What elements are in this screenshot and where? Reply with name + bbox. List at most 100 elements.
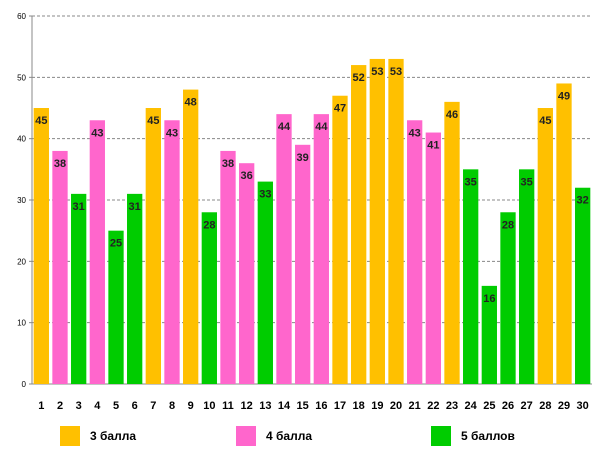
x-tick-label: 24: [465, 400, 478, 412]
x-tick-labels: 1 2 3 4 5 6 7 8 9 10 11 12 13 14 15 16 17 18 19 20 21 22 23 24 2…: [38, 400, 589, 412]
data-label: 39: [297, 152, 309, 164]
bar: [519, 169, 535, 384]
x-tick-label: 9: [188, 400, 194, 412]
data-label: 53: [390, 66, 402, 78]
x-tick-label: 16: [315, 400, 327, 412]
legend-item-5: 5 баллов: [431, 426, 515, 446]
y-tick-label: 50: [17, 73, 26, 82]
x-tick-label: 20: [390, 400, 402, 412]
data-label: 53: [371, 66, 383, 78]
data-label: 47: [334, 103, 346, 115]
data-label: 31: [129, 201, 141, 213]
bar: [89, 120, 105, 385]
legend-item-4: 4 балла: [236, 426, 312, 446]
data-label: 28: [203, 219, 215, 231]
x-tick-label: 10: [203, 400, 215, 412]
x-tick-label: 13: [259, 400, 271, 412]
data-label: 43: [409, 127, 421, 139]
bar: [201, 212, 217, 384]
x-tick-label: 30: [577, 400, 589, 412]
bar: [332, 95, 348, 384]
data-label: 44: [315, 121, 328, 133]
x-tick-label: 23: [446, 400, 458, 412]
bar: [71, 193, 87, 384]
bar: [444, 101, 460, 384]
bar: [108, 230, 124, 384]
data-label: 46: [446, 109, 458, 121]
data-label: 45: [147, 115, 159, 127]
data-label: 35: [465, 176, 477, 188]
bar: [481, 285, 497, 384]
data-labels: 45 38 31 43 25 31 45 43 48 28 38 36 33 44 39 44 47 52 53 53…: [35, 66, 589, 305]
legend-label-5: 5 баллов: [461, 429, 515, 443]
x-tick-label: 22: [427, 400, 439, 412]
data-label: 36: [241, 170, 253, 182]
x-tick-label: 6: [132, 400, 138, 412]
legend-item-3: 3 балла: [60, 426, 136, 446]
data-label: 38: [222, 158, 234, 170]
data-label: 38: [54, 158, 66, 170]
data-label: 33: [259, 189, 271, 201]
data-label: 48: [185, 97, 197, 109]
legend-swatch-4: [236, 426, 256, 446]
x-tick-label: 26: [502, 400, 514, 412]
y-tick-label: 20: [17, 257, 26, 266]
bar: [145, 108, 161, 384]
x-tick-label: 4: [94, 400, 101, 412]
x-tick-label: 3: [76, 400, 82, 412]
x-tick-label: 21: [409, 400, 421, 412]
y-tick-label: 10: [17, 319, 26, 328]
bars: [33, 58, 591, 385]
data-label: 35: [521, 176, 533, 188]
legend-label-4: 4 балла: [266, 429, 313, 443]
legend-swatch-3: [60, 426, 80, 446]
y-tick-labels: 0 10 20 30 40 50 60: [17, 12, 26, 389]
x-tick-label: 11: [222, 400, 234, 412]
legend: 3 балла 4 балла 5 баллов: [0, 426, 598, 454]
bar: [463, 169, 479, 384]
legend-swatch-5: [431, 426, 451, 446]
data-label: 52: [353, 72, 365, 84]
bar: [575, 187, 591, 384]
x-tick-label: 2: [57, 400, 63, 412]
data-label: 25: [110, 238, 122, 250]
x-tick-label: 29: [558, 400, 570, 412]
data-label: 28: [502, 219, 514, 231]
data-label: 45: [35, 115, 47, 127]
x-tick-label: 15: [297, 400, 309, 412]
bar: [164, 120, 180, 385]
x-tick-label: 5: [113, 400, 119, 412]
y-tick-label: 0: [22, 380, 27, 389]
data-label: 45: [539, 115, 551, 127]
x-tick-label: 25: [483, 400, 495, 412]
bar: [183, 89, 199, 384]
data-label: 16: [483, 293, 495, 305]
bar: [257, 181, 273, 384]
data-label: 44: [278, 121, 291, 133]
legend-label-3: 3 балла: [90, 429, 137, 443]
axes: [29, 15, 592, 385]
x-tick-label: 17: [334, 400, 346, 412]
bar: [388, 58, 404, 384]
bar: [127, 193, 143, 384]
bar: [500, 212, 516, 384]
bar: [239, 163, 255, 384]
bar: [313, 114, 329, 384]
data-label: 31: [73, 201, 85, 213]
data-label: 49: [558, 90, 570, 102]
y-tick-label: 60: [17, 12, 26, 21]
bar: [351, 65, 367, 385]
bar: [556, 83, 572, 384]
x-tick-label: 7: [150, 400, 156, 412]
x-tick-label: 28: [539, 400, 551, 412]
bar: [537, 108, 553, 384]
x-tick-label: 8: [169, 400, 175, 412]
gridlines: [32, 15, 592, 324]
bar: [407, 120, 423, 385]
data-label: 43: [166, 127, 178, 139]
data-label: 32: [577, 195, 589, 207]
data-label: 41: [427, 140, 439, 152]
bar: [276, 114, 292, 384]
x-tick-label: 1: [38, 400, 44, 412]
